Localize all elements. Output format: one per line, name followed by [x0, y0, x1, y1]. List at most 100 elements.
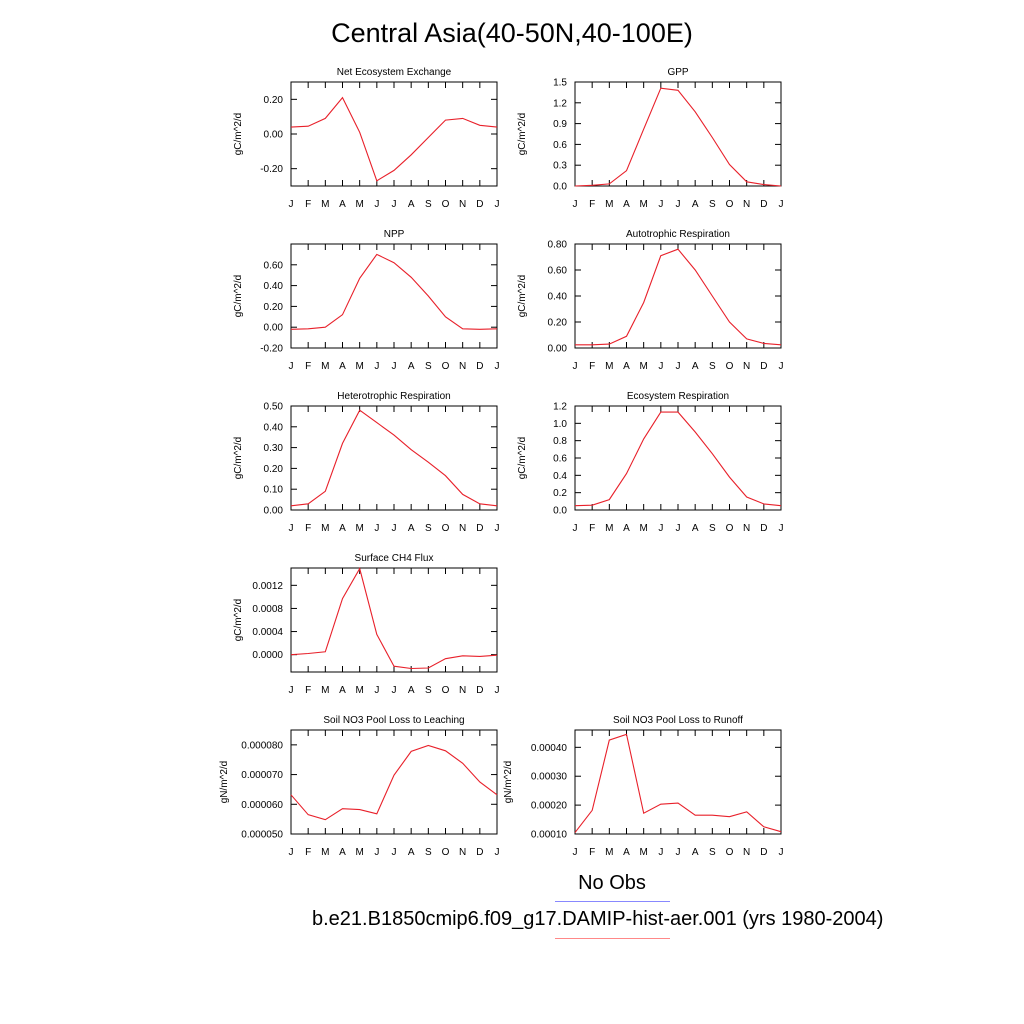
x-tick-label: F	[305, 685, 311, 696]
x-tick-label: A	[408, 199, 415, 210]
x-tick-label: N	[459, 847, 466, 858]
x-tick-label: A	[408, 685, 415, 696]
y-tick-label: 0.2	[553, 488, 567, 499]
x-tick-label: J	[779, 847, 784, 858]
x-tick-label: J	[573, 361, 578, 372]
x-tick-label: S	[425, 685, 432, 696]
x-tick-label: A	[623, 523, 630, 534]
legend-obs-label: No Obs	[578, 872, 646, 894]
x-tick-label: S	[425, 361, 432, 372]
x-tick-label: J	[374, 361, 379, 372]
x-tick-label: A	[692, 199, 699, 210]
series-line	[575, 248, 782, 346]
x-tick-label: J	[495, 361, 500, 372]
x-tick-label: J	[779, 199, 784, 210]
y-axis-label: gC/m^2/d	[517, 437, 528, 480]
y-axis-label: gC/m^2/d	[517, 275, 528, 318]
x-tick-label: J	[573, 199, 578, 210]
x-tick-label: J	[658, 847, 663, 858]
x-tick-label: N	[459, 685, 466, 696]
x-tick-label: J	[676, 523, 681, 534]
x-tick-label: D	[760, 361, 767, 372]
x-tick-label: A	[692, 523, 699, 534]
x-tick-label: F	[589, 523, 595, 534]
y-tick-label: 0.6	[553, 454, 567, 465]
x-tick-label: S	[709, 199, 716, 210]
x-tick-label: J	[289, 361, 294, 372]
y-tick-label: -0.20	[260, 164, 283, 175]
y-tick-label: 0.0008	[252, 604, 283, 615]
x-tick-label: J	[676, 847, 681, 858]
x-tick-label: F	[589, 847, 595, 858]
x-tick-label: J	[658, 523, 663, 534]
x-tick-label: M	[605, 523, 613, 534]
x-tick-label: M	[355, 199, 363, 210]
legend-case-line	[555, 938, 670, 939]
chart-panel-3: J F M A M J J A S O N D J0.000.200.400.600.80Autotro…	[517, 229, 784, 372]
y-tick-label: 0.000060	[241, 800, 283, 811]
series-line	[290, 96, 498, 182]
x-tick-label: M	[605, 361, 613, 372]
chart-panel-2: J F M A M J J A S O N D J-0.200.000.200.400.60NPPgC/…	[233, 229, 500, 372]
x-tick-label: M	[639, 847, 647, 858]
x-tick-label: J	[676, 361, 681, 372]
series-line	[574, 411, 782, 507]
y-tick-label: 0.20	[264, 95, 284, 106]
page-title: Central Asia(40-50N,40-100E)	[331, 18, 693, 48]
y-axis-label: gN/m^2/d	[503, 761, 514, 804]
chart-title: Ecosystem Respiration	[627, 391, 729, 402]
x-tick-label: M	[355, 361, 363, 372]
chart-title: Autotrophic Respiration	[626, 229, 730, 240]
chart-panel-4: J F M A M J J A S O N D J0.000.100.200.300.400.50Het…	[233, 391, 500, 534]
x-tick-label: J	[573, 847, 578, 858]
x-tick-label: D	[476, 847, 483, 858]
chart-panel-5: J F M A M J J A S O N D J0.00.20.40.60.81.01.2Ecosys…	[517, 391, 784, 534]
x-tick-label: S	[709, 361, 716, 372]
y-tick-label: 0.000050	[241, 830, 283, 841]
x-tick-label: A	[339, 361, 346, 372]
x-tick-label: J	[374, 199, 379, 210]
x-tick-label: N	[459, 523, 466, 534]
series-line	[290, 744, 498, 821]
y-tick-label: 1.2	[553, 98, 567, 109]
x-tick-label: F	[305, 199, 311, 210]
x-tick-label: D	[476, 685, 483, 696]
x-tick-label: J	[779, 361, 784, 372]
x-tick-label: J	[374, 847, 379, 858]
x-tick-label: O	[442, 523, 450, 534]
y-tick-label: 0.80	[548, 240, 568, 251]
x-tick-label: S	[425, 523, 432, 534]
y-tick-label: 0.0000	[252, 650, 283, 661]
y-tick-label: 0.40	[264, 422, 284, 433]
y-tick-label: 0.60	[264, 260, 284, 271]
x-tick-label: S	[425, 199, 432, 210]
chart-title: Soil NO3 Pool Loss to Leaching	[323, 715, 464, 726]
x-tick-label: O	[442, 847, 450, 858]
x-tick-label: M	[321, 685, 329, 696]
y-axis-label: gC/m^2/d	[233, 437, 244, 480]
y-tick-label: 0.0	[553, 506, 567, 517]
plot-frame	[574, 729, 782, 835]
plot-frame	[574, 405, 782, 511]
x-tick-label: J	[658, 199, 663, 210]
series-line	[574, 733, 782, 833]
series-line	[574, 87, 782, 187]
x-tick-label: D	[476, 523, 483, 534]
y-tick-label: 0.00	[264, 506, 284, 517]
chart-panel-9: J F M A M J J A S O N D J0.000100.000200.000300.0004…	[503, 715, 784, 858]
x-tick-label: J	[392, 847, 397, 858]
x-tick-label: F	[589, 361, 595, 372]
x-tick-label: A	[692, 361, 699, 372]
x-tick-label: F	[305, 523, 311, 534]
x-tick-label: M	[321, 847, 329, 858]
x-tick-label: J	[392, 199, 397, 210]
x-tick-label: S	[425, 847, 432, 858]
y-axis-label: gN/m^2/d	[219, 761, 230, 804]
chart-title: NPP	[384, 229, 405, 240]
x-tick-label: M	[355, 523, 363, 534]
x-tick-label: O	[726, 361, 734, 372]
x-tick-label: O	[442, 361, 450, 372]
x-tick-label: J	[289, 523, 294, 534]
x-tick-label: M	[321, 199, 329, 210]
